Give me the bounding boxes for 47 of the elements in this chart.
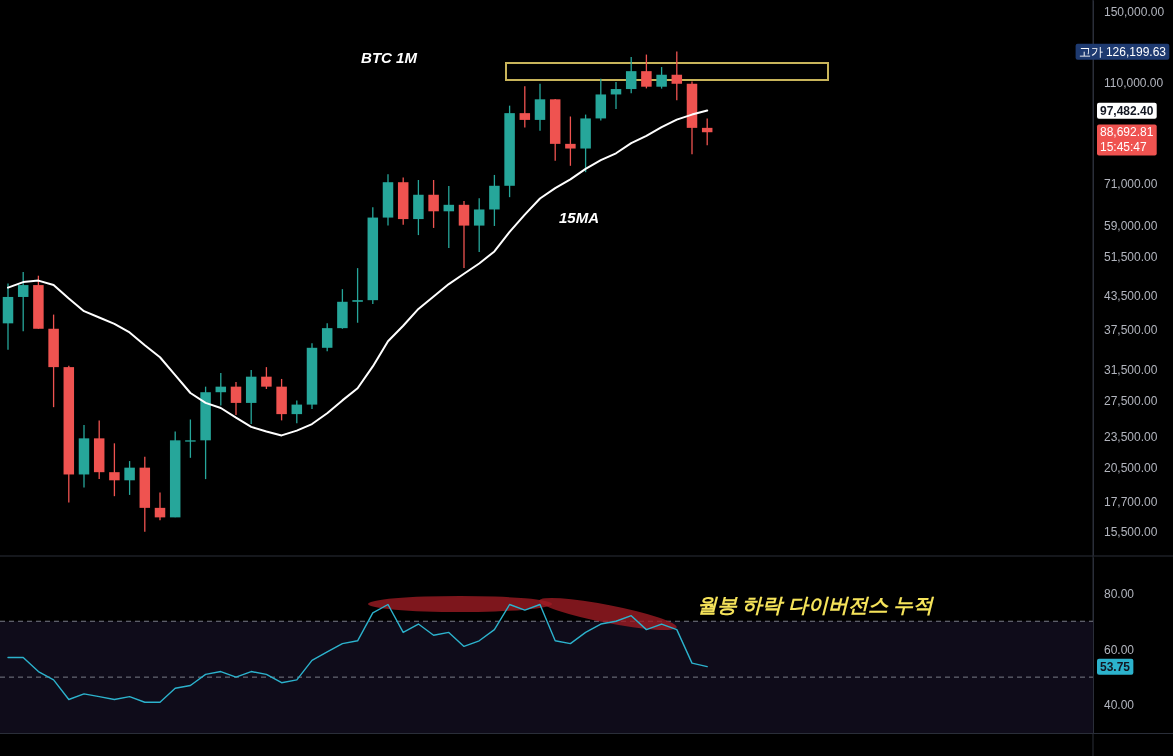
y-tick-label: 40.00: [1104, 698, 1135, 713]
y-tick-label: 27,500.00: [1104, 393, 1158, 408]
text: 15:45:47: [1100, 140, 1148, 155]
candlestick: [473, 197, 485, 253]
candlestick: [154, 491, 166, 521]
line-series: [7, 109, 709, 437]
candlestick: [124, 460, 135, 496]
candlestick: [109, 442, 120, 497]
y-tick-label: 80.00: [1104, 586, 1135, 601]
y-tick-label: 110,000.00: [1104, 76, 1164, 91]
y-tick-label: 150,000.00: [1104, 5, 1165, 20]
candlestick: [565, 115, 576, 167]
y-tick-label: 71,000.00: [1104, 176, 1158, 191]
y-tick-label: 59,000.00: [1104, 218, 1158, 233]
y-tick-label: 37,500.00: [1104, 322, 1158, 337]
y-tick-label: 60.00: [1104, 642, 1135, 657]
y-tick-label: 15,500.00: [1104, 525, 1158, 540]
y-tick-label: 51,500.00: [1104, 250, 1158, 265]
candlestick: [656, 66, 667, 90]
annotation: 월봉 하락 다이버전스 누적: [696, 594, 936, 616]
candlestick: [534, 83, 546, 132]
y-tick-label: 23,500.00: [1104, 429, 1158, 444]
text: 88,692.81: [1100, 125, 1154, 140]
candlestick: [428, 179, 439, 229]
y-tick-label: 17,700.00: [1104, 494, 1158, 509]
y-tick-label: 31,500.00: [1104, 362, 1158, 377]
text: 97,482.40: [1100, 103, 1154, 118]
y-tick-label: 20,500.00: [1104, 461, 1158, 476]
candlestick: [595, 78, 607, 122]
candlestick: [17, 271, 29, 332]
candlestick: [261, 366, 272, 390]
candlestick: [489, 174, 500, 227]
candlestick: [641, 53, 652, 90]
candlestick: [230, 381, 242, 416]
candlestick: [458, 200, 470, 269]
candlestick: [185, 418, 196, 459]
candlestick: [519, 85, 531, 129]
text: 고가 126,199.63: [1078, 44, 1167, 59]
candlestick: [291, 399, 303, 424]
candlestick: [352, 267, 363, 324]
text: BTC 1M: [361, 49, 418, 67]
candlestick: [625, 56, 637, 95]
candlestick: [321, 322, 333, 352]
candlestick: [671, 50, 683, 101]
text: 53.75: [1100, 659, 1131, 674]
y-tick-label: 43,500.00: [1104, 288, 1158, 303]
series-label: 15MA: [558, 209, 600, 227]
